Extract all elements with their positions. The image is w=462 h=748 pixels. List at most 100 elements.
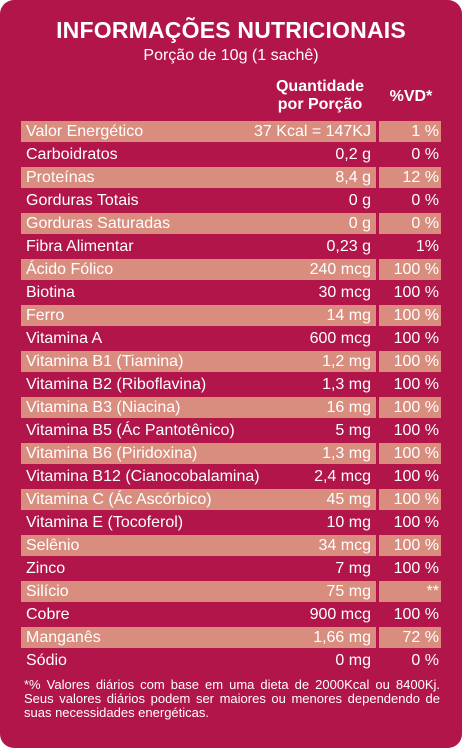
row-background xyxy=(379,305,441,326)
nutrient-daily-value: 100 % xyxy=(393,353,439,370)
nutrient-row: Carboidratos 0,2 g 0 % xyxy=(21,143,441,166)
nutrient-daily-value: 100 % xyxy=(393,330,439,347)
nutrient-name: Vitamina E (Tocoferol) xyxy=(26,514,184,531)
row-background xyxy=(379,167,441,188)
serving-size: Porção de 10g (1 sachê) xyxy=(143,47,319,64)
nutrient-quantity: 34 mcg xyxy=(318,537,371,554)
row-background xyxy=(379,489,441,510)
nutrient-name: Vitamina B5 (Ác Pantotênico) xyxy=(26,422,235,439)
nutrient-table: Valor Energético 37 Kcal = 147KJ 1 % Carboi… xyxy=(21,120,441,672)
nutrient-name: Vitamina B6 (Piridoxina) xyxy=(26,445,198,462)
row-background xyxy=(21,351,376,372)
nutrient-quantity: 30 mcg xyxy=(318,284,371,301)
nutrient-row: Vitamina A 600 mcg 100 % xyxy=(21,327,441,350)
row-background xyxy=(379,535,441,556)
column-divider xyxy=(376,396,379,419)
nutrient-row: Fibra Alimentar 0,23 g 1% xyxy=(21,235,441,258)
nutrient-name: Fibra Alimentar xyxy=(26,238,134,255)
row-background xyxy=(21,213,376,234)
nutrient-quantity: 600 mcg xyxy=(309,330,371,347)
nutrient-row: Valor Energético 37 Kcal = 147KJ 1 % xyxy=(21,120,441,143)
row-background xyxy=(379,443,441,464)
nutrient-daily-value: 100 % xyxy=(393,376,439,393)
nutrient-daily-value: 100 % xyxy=(393,606,439,623)
column-divider xyxy=(376,442,379,465)
nutrient-name: Biotina xyxy=(26,284,75,301)
nutrient-quantity: 10 mg xyxy=(326,514,371,531)
row-background xyxy=(21,305,376,326)
nutrient-row: Gorduras Saturadas 0 g 0 % xyxy=(21,212,441,235)
nutrient-name: Vitamina C (Ác Ascórbico) xyxy=(26,491,212,508)
column-divider xyxy=(376,350,379,373)
column-divider xyxy=(376,419,379,442)
column-divider xyxy=(376,626,379,649)
nutrient-daily-value: 1 % xyxy=(411,123,439,140)
daily-value-footnote: *% Valores diários com base em uma dieta… xyxy=(24,677,440,720)
nutrient-quantity: 75 mg xyxy=(326,583,371,600)
row-background xyxy=(379,259,441,280)
column-header-quantity: Quantidade por Porção xyxy=(266,78,374,114)
column-divider xyxy=(376,143,379,166)
nutrient-row: Vitamina B3 (Niacina) 16 mg 100 % xyxy=(21,396,441,419)
nutrient-name: Vitamina B12 (Cianocobalamina) xyxy=(26,468,260,485)
row-background xyxy=(379,627,441,648)
nutrient-daily-value: 100 % xyxy=(393,560,439,577)
nutrient-daily-value: 100 % xyxy=(393,284,439,301)
column-divider xyxy=(376,189,379,212)
nutrient-quantity: 5 mg xyxy=(335,422,371,439)
nutrient-quantity: 0 mg xyxy=(335,652,371,669)
nutrient-quantity: 0,2 g xyxy=(335,146,371,163)
nutrient-row: Vitamina E (Tocoferol) 10 mg 100 % xyxy=(21,511,441,534)
nutrient-row: Vitamina C (Ác Ascórbico) 45 mg 100 % xyxy=(21,488,441,511)
column-divider xyxy=(376,534,379,557)
nutrient-daily-value: 100 % xyxy=(393,261,439,278)
column-divider xyxy=(376,235,379,258)
nutrient-row: Gorduras Totais 0 g 0 % xyxy=(21,189,441,212)
nutrient-name: Sódio xyxy=(26,652,67,669)
column-divider xyxy=(376,649,379,672)
nutrient-name: Valor Energético xyxy=(26,123,144,140)
nutrient-name: Ferro xyxy=(26,307,65,324)
column-divider xyxy=(376,373,379,396)
row-background xyxy=(379,213,441,234)
nutrient-daily-value: 100 % xyxy=(393,307,439,324)
column-divider xyxy=(376,327,379,350)
row-background xyxy=(379,351,441,372)
nutrient-name: Vitamina A xyxy=(26,330,103,347)
nutrient-row: Zinco 7 mg 100 % xyxy=(21,557,441,580)
table-title: INFORMAÇÕES NUTRICIONAIS xyxy=(56,17,406,43)
nutrient-daily-value: ** xyxy=(426,583,439,600)
row-background xyxy=(21,627,376,648)
nutrient-row: Proteínas 8,4 g 12 % xyxy=(21,166,441,189)
nutrient-row: Manganês 1,66 mg 72 % xyxy=(21,626,441,649)
nutrient-name: Vitamina B3 (Niacina) xyxy=(26,399,181,416)
row-background xyxy=(21,259,376,280)
nutrient-row: Ferro 14 mg 100 % xyxy=(21,304,441,327)
nutrient-name: Zinco xyxy=(26,560,66,577)
nutrient-quantity: 37 Kcal = 147KJ xyxy=(254,123,371,140)
nutrient-daily-value: 100 % xyxy=(393,468,439,485)
nutrient-daily-value: 12 % xyxy=(402,169,439,186)
nutrient-name: Cobre xyxy=(26,606,70,623)
nutrient-daily-value: 0 % xyxy=(411,192,439,209)
nutrient-name: Carboidratos xyxy=(26,146,118,163)
nutrient-daily-value: 100 % xyxy=(393,537,439,554)
row-background xyxy=(21,489,376,510)
column-divider xyxy=(376,304,379,327)
nutrient-quantity: 7 mg xyxy=(335,560,371,577)
nutrient-row: Selênio 34 mcg 100 % xyxy=(21,534,441,557)
nutrient-name: Gorduras Saturadas xyxy=(26,215,171,232)
nutrient-quantity: 14 mg xyxy=(326,307,371,324)
nutrient-quantity: 900 mcg xyxy=(309,606,371,623)
row-background xyxy=(379,581,441,602)
column-header-quantity-line2: por Porção xyxy=(277,96,363,113)
column-divider xyxy=(376,511,379,534)
nutrient-row: Sódio 0 mg 0 % xyxy=(21,649,441,672)
nutrient-daily-value: 1% xyxy=(415,238,439,255)
nutrient-row: Vitamina B1 (Tiamina) 1,2 mg 100 % xyxy=(21,350,441,373)
nutrient-name: Manganês xyxy=(26,629,101,646)
nutrient-row: Vitamina B6 (Piridoxina) 1,3 mg 100 % xyxy=(21,442,441,465)
nutrient-quantity: 1,3 mg xyxy=(322,445,371,462)
column-header-quantity-line1: Quantidade xyxy=(275,78,364,95)
